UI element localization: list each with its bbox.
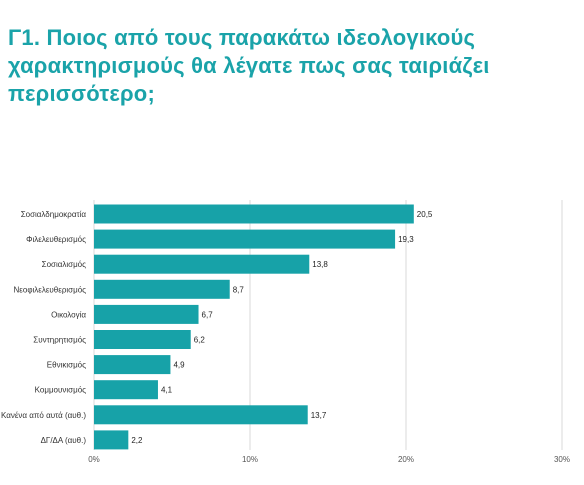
data-label: 13,7: [311, 411, 327, 420]
category-label: Σοσιαλισμός: [42, 260, 87, 269]
bar: [94, 229, 396, 249]
bars: [94, 204, 414, 450]
data-label: 6,2: [194, 336, 206, 345]
labels: 0% 10% 20% 30% Σοσιαλδημοκρατία 20,5 Φιλελευθε…: [1, 210, 570, 464]
data-label: 2,2: [131, 436, 143, 445]
category-label: Συντηρητισμός: [33, 336, 86, 345]
bar: [94, 279, 230, 299]
bar: [94, 304, 199, 324]
bar: [94, 330, 191, 349]
data-label: 4,9: [173, 361, 185, 370]
x-tick-label: 30%: [554, 455, 570, 464]
category-label: ΔΓ/ΔΑ (αυθ.): [41, 436, 87, 445]
bar: [94, 355, 171, 375]
data-label: 4,1: [161, 386, 173, 395]
x-tick-label: 10%: [242, 455, 258, 464]
category-label: Κομμουνισμός: [35, 386, 87, 395]
data-label: 13,8: [312, 260, 328, 269]
x-tick-label: 0%: [88, 455, 100, 464]
category-label: Σοσιαλδημοκρατία: [21, 210, 87, 219]
bar: [94, 405, 308, 425]
bar: [94, 204, 414, 224]
data-label: 6,7: [202, 310, 214, 319]
bar: [94, 254, 310, 274]
category-label: Κανένα από αυτά (αυθ.): [1, 411, 86, 420]
data-label: 20,5: [417, 210, 433, 219]
data-label: 8,7: [233, 285, 245, 294]
bar: [94, 430, 129, 450]
data-label: 19,3: [398, 235, 414, 244]
category-label: Φιλελευθερισμός: [26, 235, 86, 244]
category-label: Νεοφιλελευθερισμός: [14, 285, 87, 294]
chart-title: Γ1. Ποιος από τους παρακάτω ιδεολογικούς…: [8, 25, 490, 106]
category-label: Εθνικισμός: [47, 361, 86, 370]
x-tick-label: 20%: [398, 455, 414, 464]
bar: [94, 380, 158, 400]
category-label: Οικολογία: [51, 310, 86, 319]
